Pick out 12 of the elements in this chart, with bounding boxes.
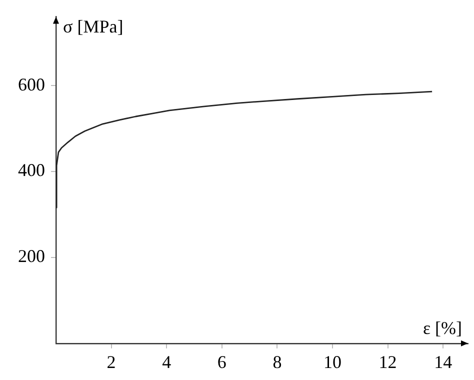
x-tick-label: 10 <box>324 352 342 372</box>
x-tick-label: 6 <box>217 352 226 372</box>
x-axis-title: ε [%] <box>422 318 462 338</box>
x-tick-label: 12 <box>378 352 397 372</box>
x-tick-label: 4 <box>162 352 172 372</box>
y-tick-label: 400 <box>18 160 45 180</box>
x-tick-label: 8 <box>272 352 282 372</box>
y-tick-label: 600 <box>18 74 45 94</box>
x-tick-label: 14 <box>434 352 452 372</box>
y-axis-title: σ [MPa] <box>63 16 124 37</box>
y-tick-label: 200 <box>18 246 45 266</box>
x-tick-label: 2 <box>106 352 116 372</box>
